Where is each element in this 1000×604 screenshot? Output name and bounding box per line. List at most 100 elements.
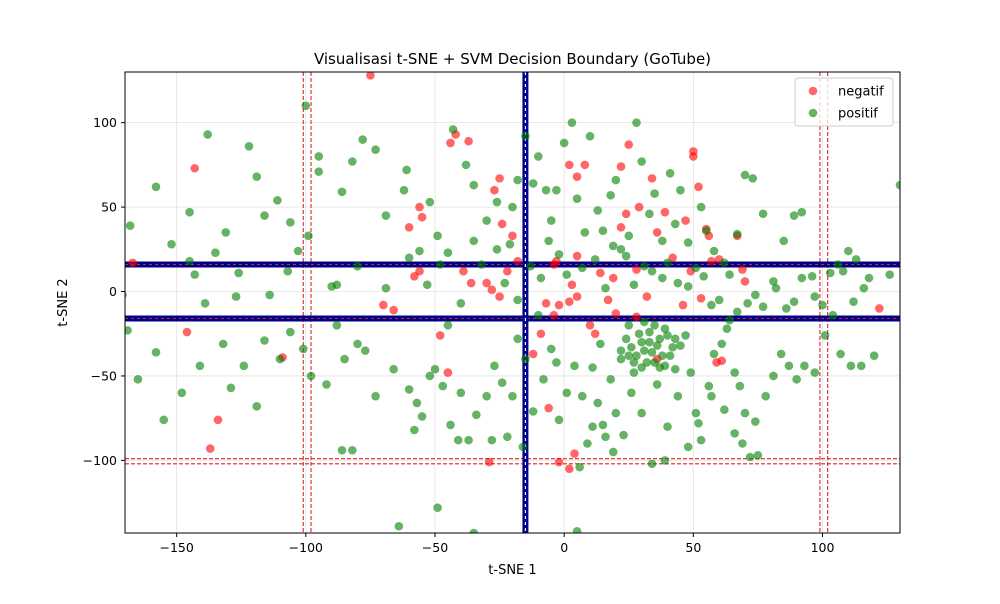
positif-point <box>720 258 729 268</box>
positif-point <box>433 231 442 241</box>
positif-point <box>789 297 799 306</box>
negatif-point <box>497 219 507 229</box>
positif-point <box>818 300 827 310</box>
negatif-point <box>417 212 427 222</box>
positif-point <box>849 297 858 306</box>
positif-point <box>851 255 861 264</box>
negatif-point <box>443 368 453 377</box>
positif-point <box>624 351 634 360</box>
positif-point <box>676 185 685 195</box>
positif-point <box>472 410 481 420</box>
positif-point <box>260 211 269 220</box>
axis-ticks: −150 −100 −50 0 50 100 −100 −50 0 50 100 <box>83 115 835 555</box>
negatif-point <box>213 415 223 425</box>
positif-point <box>490 361 499 371</box>
positif-point <box>353 261 362 271</box>
positif-point <box>645 327 654 337</box>
positif-point <box>371 391 380 401</box>
positif-point <box>730 429 739 438</box>
positif-point <box>275 354 285 364</box>
negatif-point <box>717 356 727 366</box>
x-tick-label: −100 <box>289 540 323 555</box>
positif-point <box>503 432 512 442</box>
positif-point <box>286 327 295 337</box>
positif-point <box>769 277 778 286</box>
positif-point <box>608 241 618 251</box>
positif-point <box>526 261 535 271</box>
positif-point <box>611 408 621 418</box>
negatif-point <box>554 457 564 467</box>
positif-point <box>650 189 659 198</box>
positif-point <box>435 260 445 269</box>
positif-point <box>828 310 838 320</box>
positif-point <box>477 260 486 269</box>
positif-point <box>658 273 667 283</box>
positif-point <box>846 361 856 371</box>
positif-point <box>637 363 646 372</box>
positif-point <box>554 415 564 425</box>
positif-point <box>464 435 473 445</box>
positif-point <box>590 255 600 264</box>
positif-point <box>402 165 411 175</box>
negatif-point <box>590 329 600 339</box>
negatif-point <box>484 457 494 467</box>
positif-point <box>720 405 729 415</box>
negatif-legend-marker <box>808 86 818 96</box>
negatif-point <box>549 310 559 320</box>
x-tick-label: 100 <box>811 540 835 555</box>
positif-point <box>293 246 303 256</box>
positif-point <box>732 307 742 317</box>
positif-point <box>704 381 714 391</box>
positif-point <box>273 196 282 205</box>
negatif-point <box>580 160 590 170</box>
positif-point <box>415 246 424 256</box>
positif-point <box>670 219 680 229</box>
positif-point <box>513 295 522 305</box>
positif-point <box>528 179 538 188</box>
positif-point <box>608 447 618 457</box>
positif-point <box>588 422 597 431</box>
positif-point <box>836 349 845 359</box>
x-tick-label: −150 <box>159 540 193 555</box>
positif-point <box>683 238 693 247</box>
positif-point <box>505 239 515 249</box>
positif-point <box>544 236 553 246</box>
positif-point <box>895 180 900 190</box>
positif-point <box>699 272 708 281</box>
negatif-point <box>464 136 473 146</box>
positif-point <box>572 194 582 203</box>
negatif-point <box>379 300 388 310</box>
positif-point <box>521 354 530 364</box>
y-tick-label: −50 <box>91 368 117 383</box>
positif-point <box>314 167 324 176</box>
positif-point <box>745 452 755 462</box>
negatif-point <box>596 268 605 278</box>
positif-point <box>629 358 639 367</box>
positif-point <box>668 342 677 352</box>
negatif-point <box>875 304 884 313</box>
positif-point <box>663 422 672 431</box>
positif-point <box>433 503 442 512</box>
positif-point <box>676 341 685 350</box>
negatif-point <box>738 265 747 274</box>
positif-point <box>425 197 435 207</box>
positif-point <box>218 339 228 349</box>
negatif-point <box>632 265 641 274</box>
negatif-point <box>621 209 631 219</box>
negatif-point <box>508 231 517 241</box>
negatif-point <box>603 295 613 305</box>
positif-point <box>714 295 724 305</box>
positif-point <box>593 206 603 215</box>
negatif-point <box>678 300 688 310</box>
positif-point <box>404 253 414 263</box>
negatif-point <box>632 312 641 322</box>
negatif-point <box>503 266 512 276</box>
positif-point <box>425 371 435 381</box>
negatif-point <box>487 285 497 295</box>
positif-point <box>226 383 236 393</box>
positif-point <box>627 342 636 352</box>
negatif-point <box>652 228 662 237</box>
positif-point <box>694 418 703 428</box>
positif-point <box>807 272 817 281</box>
